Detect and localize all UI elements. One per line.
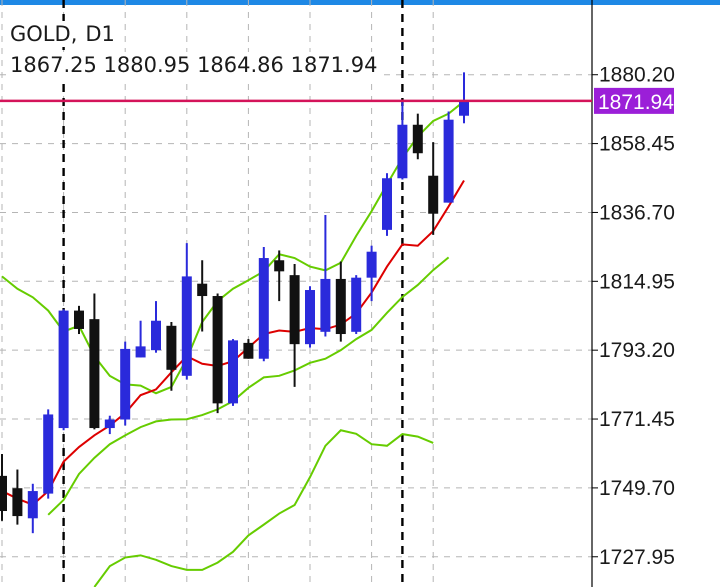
candle-body: [89, 319, 100, 429]
candle[interactable]: [228, 339, 238, 406]
indicator-line-2: [47, 256, 450, 516]
candle-body: [366, 251, 377, 278]
symbol-label: GOLD: [10, 22, 71, 46]
candle[interactable]: [397, 101, 408, 180]
price-tick-label: 1793.20: [599, 339, 675, 362]
candle[interactable]: [197, 260, 208, 332]
ohlc-high: 1880.95: [103, 53, 191, 77]
candle-body: [335, 278, 346, 335]
symbol-timeframe-label: GOLD, D1: [10, 21, 119, 47]
candle-body: [258, 258, 269, 359]
candle[interactable]: [43, 409, 54, 499]
candle[interactable]: [0, 454, 7, 521]
candle[interactable]: [351, 275, 362, 335]
candle-body: [351, 277, 362, 332]
ohlc-values: 1867.25 1880.95 1864.86 1871.94: [10, 52, 382, 78]
candle-body: [135, 346, 146, 358]
candle-body: [274, 260, 285, 272]
candle[interactable]: [274, 250, 285, 302]
candle[interactable]: [335, 261, 346, 342]
candle-body: [58, 310, 69, 429]
symbol-separator: ,: [70, 22, 78, 46]
candle[interactable]: [135, 320, 146, 358]
candle-body: [428, 175, 439, 214]
candle[interactable]: [104, 415, 115, 435]
candle-body: [43, 414, 54, 494]
candle-body: [382, 178, 392, 230]
candle-body: [151, 320, 161, 351]
candle[interactable]: [12, 469, 23, 525]
candle[interactable]: [151, 301, 161, 353]
price-tick-label: 1727.95: [599, 546, 675, 569]
ohlc-close: 1871.94: [290, 53, 378, 77]
candle[interactable]: [27, 483, 38, 534]
candle[interactable]: [459, 72, 469, 124]
candle-body: [74, 310, 84, 329]
candle-body: [120, 348, 131, 420]
candle-body: [27, 491, 38, 519]
candle[interactable]: [428, 142, 439, 235]
candle[interactable]: [120, 341, 131, 426]
candle[interactable]: [412, 113, 423, 160]
candle-body: [289, 275, 300, 345]
candle-body: [243, 342, 254, 359]
price-tick-label: 1771.45: [599, 408, 675, 431]
candle[interactable]: [320, 214, 331, 337]
candle[interactable]: [58, 309, 69, 431]
candle-body: [104, 419, 115, 429]
price-tick-label: 1836.70: [599, 201, 675, 224]
candle-body: [181, 276, 192, 376]
candles: [0, 72, 469, 534]
indicator-line-3: [93, 429, 434, 587]
candle[interactable]: [382, 173, 392, 236]
candle-body: [197, 283, 208, 297]
candle[interactable]: [181, 243, 192, 380]
candle-body: [0, 475, 7, 512]
candle-body: [459, 100, 469, 116]
price-scale-ticks: 1880.20 1858.45 1836.70 1814.95 1793.20 1771.…: [592, 64, 675, 569]
candle[interactable]: [166, 321, 177, 391]
price-tick-label: 1858.45: [599, 133, 675, 156]
candle-body: [166, 325, 177, 370]
price-tick-label: 1749.70: [599, 477, 675, 500]
candle-body: [412, 124, 423, 154]
current-price-tag-label: 1871.94: [598, 91, 674, 114]
candle[interactable]: [243, 339, 254, 359]
candle[interactable]: [74, 305, 84, 335]
candle[interactable]: [89, 293, 100, 430]
candle-body: [397, 124, 408, 179]
candle[interactable]: [258, 246, 269, 362]
price-tick-label: 1814.95: [599, 270, 675, 293]
candle[interactable]: [289, 264, 300, 387]
candle-body: [320, 278, 331, 332]
ohlc-open: 1867.25: [10, 53, 97, 77]
window-top-bar: [0, 0, 720, 5]
candle[interactable]: [212, 293, 223, 414]
candle[interactable]: [366, 245, 377, 302]
candle-body: [305, 290, 315, 345]
candle-body: [12, 488, 23, 517]
candle-body: [443, 119, 454, 203]
current-price-tag-bg: [594, 87, 674, 114]
candle-body: [212, 296, 223, 404]
ohlc-low: 1864.86: [197, 53, 284, 77]
current-price-tag: 1871.94: [594, 87, 674, 114]
candle[interactable]: [305, 286, 315, 348]
timeframe-label: D1: [85, 22, 115, 46]
candle[interactable]: [443, 111, 454, 203]
price-tick-label: 1880.20: [599, 64, 675, 87]
candle-body: [228, 340, 238, 404]
